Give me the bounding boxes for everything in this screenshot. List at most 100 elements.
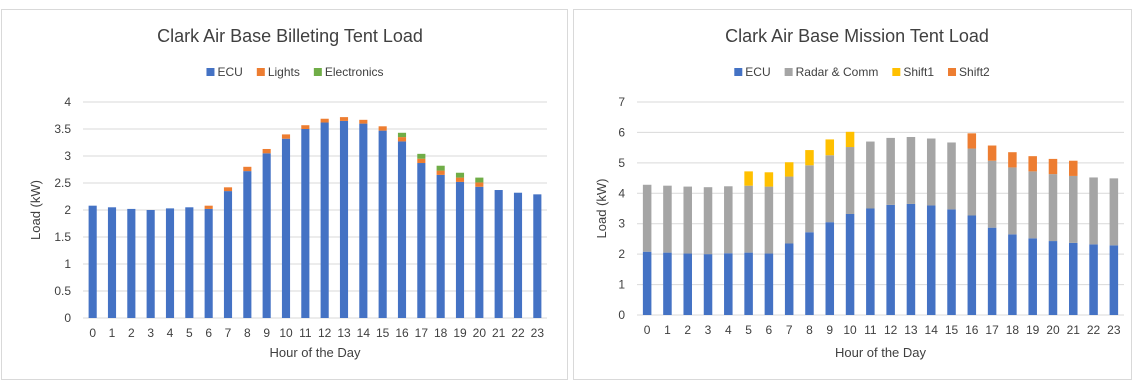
bar-segment-ecu bbox=[1028, 238, 1037, 315]
x-tick-label: 0 bbox=[644, 323, 651, 337]
x-tick-label: 11 bbox=[299, 326, 312, 340]
bar-segment-shift2 bbox=[1049, 159, 1058, 174]
bar-segment-radar-comm bbox=[947, 142, 956, 209]
bar-segment-lights bbox=[456, 178, 464, 182]
bar-segment-shift1 bbox=[846, 132, 855, 147]
bar-segment-ecu bbox=[886, 205, 895, 315]
x-tick-label: 18 bbox=[434, 326, 448, 340]
bar-segment-lights bbox=[359, 120, 367, 124]
x-tick-label: 23 bbox=[531, 326, 545, 340]
y-tick-label: 0 bbox=[618, 308, 625, 322]
y-tick-label: 3 bbox=[64, 149, 71, 163]
x-tick-label: 17 bbox=[415, 326, 429, 340]
x-tick-label: 3 bbox=[705, 323, 712, 337]
x-tick-label: 13 bbox=[337, 326, 351, 340]
x-tick-label: 14 bbox=[925, 323, 939, 337]
bar-segment-ecu bbox=[359, 124, 367, 318]
legend-swatch bbox=[734, 68, 742, 76]
bar-segment-radar-comm bbox=[1028, 171, 1037, 238]
legend-swatch bbox=[257, 68, 265, 76]
bar-segment-lights bbox=[243, 167, 251, 171]
bar-segment-ecu bbox=[988, 228, 997, 315]
bar-segment-ecu bbox=[1008, 234, 1017, 315]
bar-segment-shift2 bbox=[968, 133, 977, 148]
bar-segment-lights bbox=[475, 182, 483, 186]
x-tick-label: 3 bbox=[147, 326, 154, 340]
x-tick-label: 5 bbox=[186, 326, 193, 340]
bar-segment-ecu bbox=[947, 209, 956, 315]
x-tick-label: 5 bbox=[745, 323, 752, 337]
x-tick-label: 6 bbox=[205, 326, 212, 340]
bar-segment-lights bbox=[205, 206, 213, 209]
y-tick-label: 0 bbox=[64, 311, 71, 325]
x-tick-label: 21 bbox=[1067, 323, 1081, 337]
legend-label: Electronics bbox=[325, 65, 384, 79]
bar-segment-electronics bbox=[475, 178, 483, 183]
bar-segment-radar-comm bbox=[886, 138, 895, 205]
bar-segment-ecu bbox=[89, 206, 97, 318]
bar-segment-shift2 bbox=[1008, 152, 1017, 167]
y-tick-label: 3.5 bbox=[54, 122, 71, 136]
legend-swatch bbox=[785, 68, 793, 76]
bar-segment-shift1 bbox=[785, 162, 794, 176]
x-tick-label: 19 bbox=[453, 326, 467, 340]
bar-segment-lights bbox=[321, 119, 329, 123]
legend-label: ECU bbox=[217, 65, 242, 79]
x-tick-label: 14 bbox=[357, 326, 371, 340]
bar-segment-electronics bbox=[398, 133, 406, 137]
bar-segment-radar-comm bbox=[968, 149, 977, 216]
legend: ECU Lights Electronics bbox=[206, 65, 383, 79]
bar-segment-shift2 bbox=[1069, 161, 1078, 176]
bar-segment-radar-comm bbox=[866, 142, 875, 209]
y-tick-label: 3 bbox=[618, 217, 625, 231]
x-tick-label: 19 bbox=[1026, 323, 1040, 337]
bar-segment-lights bbox=[340, 117, 348, 121]
bar-segment-radar-comm bbox=[765, 187, 774, 254]
x-tick-label: 12 bbox=[318, 326, 332, 340]
bar-segment-lights bbox=[398, 137, 406, 141]
bar-segment-ecu bbox=[765, 254, 774, 315]
y-tick-label: 7 bbox=[618, 95, 625, 109]
x-tick-label: 11 bbox=[864, 323, 877, 337]
x-tick-label: 8 bbox=[244, 326, 251, 340]
x-tick-label: 13 bbox=[904, 323, 918, 337]
legend-label: Lights bbox=[268, 65, 300, 79]
bar-segment-shift2 bbox=[988, 146, 997, 161]
y-tick-label: 2.5 bbox=[54, 176, 71, 190]
bar-segment-ecu bbox=[185, 207, 193, 318]
bar-segment-ecu bbox=[205, 209, 213, 318]
x-tick-label: 23 bbox=[1107, 323, 1121, 337]
y-tick-label: 1.5 bbox=[54, 230, 71, 244]
bar-segment-ecu bbox=[744, 253, 753, 315]
bar-segment-ecu bbox=[968, 215, 977, 315]
y-axis-title: Load (kW) bbox=[28, 180, 43, 240]
bar-segment-ecu bbox=[866, 209, 875, 316]
y-tick-label: 2 bbox=[618, 247, 625, 261]
bar-segment-ecu bbox=[475, 187, 483, 318]
bar-segment-radar-comm bbox=[1089, 177, 1098, 244]
chart-title: Clark Air Base Billeting Tent Load bbox=[157, 26, 423, 46]
bar-segment-ecu bbox=[456, 182, 464, 318]
bar-segment-radar-comm bbox=[927, 139, 936, 206]
x-tick-label: 9 bbox=[263, 326, 270, 340]
x-tick-label: 7 bbox=[225, 326, 232, 340]
bar-segment-ecu bbox=[340, 121, 348, 318]
x-tick-label: 22 bbox=[511, 326, 525, 340]
bar-segment-ecu bbox=[785, 243, 794, 315]
legend-swatch bbox=[206, 68, 214, 76]
legend-label: Radar & Comm bbox=[796, 65, 879, 79]
y-tick-label: 4 bbox=[64, 95, 71, 109]
bar-segment-radar-comm bbox=[988, 161, 997, 228]
bar-segment-radar-comm bbox=[704, 187, 713, 254]
bar-segment-ecu bbox=[514, 193, 522, 318]
bar-segment-radar-comm bbox=[663, 186, 672, 253]
x-tick-label: 15 bbox=[376, 326, 390, 340]
bar-segment-lights bbox=[301, 125, 309, 129]
x-tick-label: 21 bbox=[492, 326, 506, 340]
bar-segment-ecu bbox=[437, 175, 445, 318]
bar-segment-ecu bbox=[263, 153, 271, 318]
bar-segment-ecu bbox=[1069, 243, 1078, 315]
y-tick-label: 1 bbox=[64, 257, 71, 271]
x-tick-label: 16 bbox=[965, 323, 979, 337]
bar-segment-ecu bbox=[243, 171, 251, 318]
